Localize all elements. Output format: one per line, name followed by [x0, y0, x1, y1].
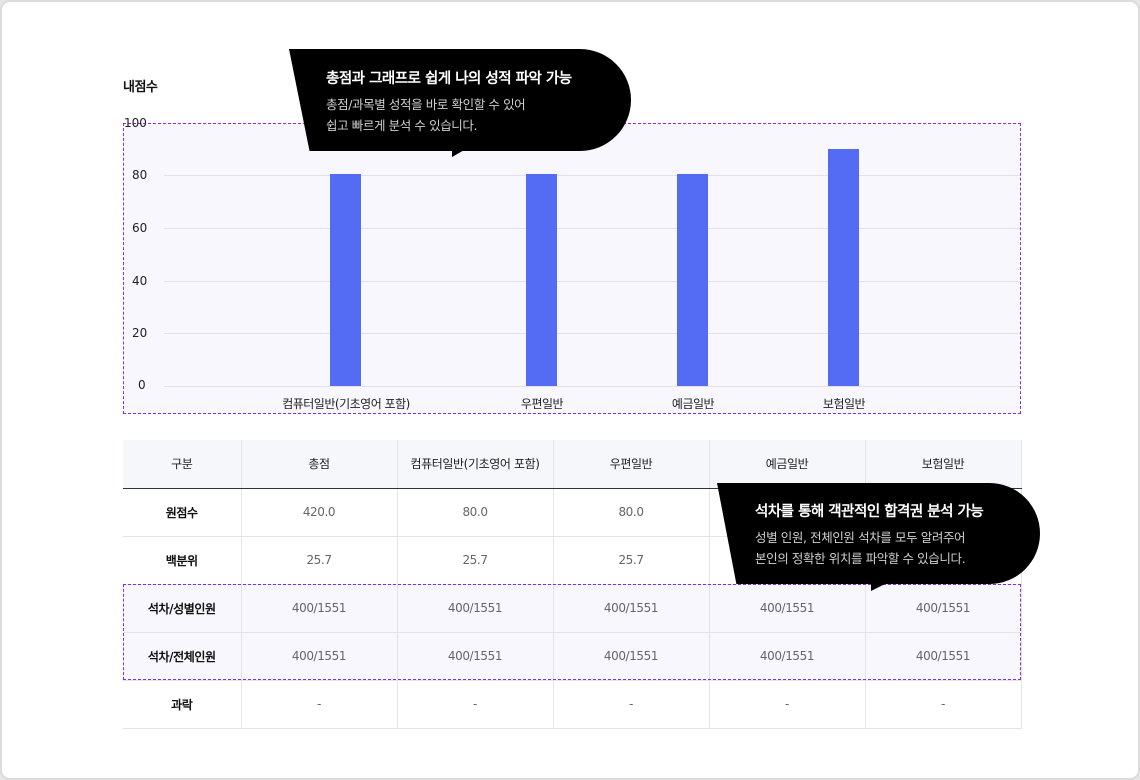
table-cell: 400/1551: [865, 584, 1022, 633]
x-label-postal-general: 우편일반: [520, 397, 564, 411]
table-cell: 400/1551: [709, 632, 866, 681]
x-label-computer-general: 컴퓨터일반(기초영어 포함): [282, 397, 410, 411]
table-cell: 80.0: [397, 488, 554, 537]
table-callout-tail: [871, 583, 887, 591]
table-callout-title: 석차를 통해 객관적인 합격권 분석 가능: [755, 504, 984, 520]
y-tick-40: 40: [132, 274, 148, 288]
table-cell: 400/1551: [865, 632, 1022, 681]
score-table: 구분 총점 컴퓨터일반(기초영어 포함) 우편일반 예금일반 보험일반 원점수 …: [123, 440, 1022, 729]
table-row-rank-gender: 석차/성별인원 400/1551 400/1551 400/1551 400/1…: [123, 584, 1022, 633]
table-row-fail: 과락 - - - - -: [123, 680, 1022, 729]
gridline: [164, 386, 1020, 387]
table-callout: 석차를 통해 객관적인 합격권 분석 가능 성별 인원, 전체인원 석차를 모두…: [717, 483, 1040, 584]
chart-callout-body: 총점/과목별 성적을 바로 확인할 수 있어 쉽고 빠르게 분석 수 있습니다.: [326, 94, 631, 136]
table-callout-body: 성별 인원, 전체인원 석차를 모두 알려주어 본인의 정확한 위치를 파악할 …: [755, 527, 1040, 569]
gridline: [164, 228, 1020, 229]
table-cell: 25.7: [553, 536, 710, 585]
table-cell: 25.7: [397, 536, 554, 585]
table-cell: 400/1551: [241, 632, 398, 681]
bar-insurance-general[interactable]: [828, 149, 859, 386]
table-cell: -: [553, 680, 710, 729]
table-cell: 80.0: [553, 488, 710, 537]
x-label-insurance-general: 보험일반: [822, 397, 866, 411]
y-tick-20: 20: [132, 326, 148, 340]
table-cell: 400/1551: [241, 584, 398, 633]
gridline: [164, 333, 1020, 334]
table-callout-line: 성별 인원, 전체인원 석차를 모두 알려주어: [755, 530, 966, 545]
table-callout-line: 본인의 정확한 위치를 파악할 수 있습니다.: [755, 551, 966, 566]
chart-callout-line: 총점/과목별 성적을 바로 확인할 수 있어: [326, 97, 526, 112]
bar-postal-general[interactable]: [526, 174, 557, 386]
y-tick-0: 0: [138, 378, 146, 392]
chart-callout-title: 총점과 그래프로 쉽게 나의 성적 파악 가능: [326, 71, 572, 87]
table-cell: 25.7: [241, 536, 398, 585]
row-label: 원점수: [123, 488, 242, 537]
header-total: 총점: [241, 440, 398, 489]
table-cell: 400/1551: [553, 584, 710, 633]
header-computer-general: 컴퓨터일반(기초영어 포함): [397, 440, 554, 489]
row-label: 과락: [123, 680, 242, 729]
header-category: 구분: [123, 440, 242, 489]
table-cell: 420.0: [241, 488, 398, 537]
table-cell: 400/1551: [397, 584, 554, 633]
table-header-row: 구분 총점 컴퓨터일반(기초영어 포함) 우편일반 예금일반 보험일반: [123, 440, 1022, 489]
chart-callout: 총점과 그래프로 쉽게 나의 성적 파악 가능 총점/과목별 성적을 바로 확인…: [289, 49, 631, 151]
y-tick-80: 80: [132, 168, 148, 182]
table-cell: -: [709, 680, 866, 729]
table-cell: 400/1551: [553, 632, 710, 681]
chart-callout-tail: [452, 149, 466, 157]
chart-callout-line: 쉽고 빠르게 분석 수 있습니다.: [326, 118, 478, 133]
y-tick-100: 100: [124, 116, 147, 130]
chart-highlight-area: [123, 123, 1021, 414]
gridline: [164, 175, 1020, 176]
table-cell: -: [865, 680, 1022, 729]
y-tick-60: 60: [132, 221, 148, 235]
header-deposit-general: 예금일반: [709, 440, 866, 489]
x-label-deposit-general: 예금일반: [671, 397, 715, 411]
table-cell: -: [397, 680, 554, 729]
table-cell: 400/1551: [397, 632, 554, 681]
gridline: [164, 281, 1020, 282]
row-label: 백분위: [123, 536, 242, 585]
chart-title: 내점수: [123, 80, 158, 95]
row-label: 석차/성별인원: [123, 584, 242, 633]
table-cell: -: [241, 680, 398, 729]
header-postal-general: 우편일반: [553, 440, 710, 489]
table-cell: 400/1551: [709, 584, 866, 633]
header-insurance-general: 보험일반: [865, 440, 1022, 489]
bar-computer-general[interactable]: [330, 174, 361, 386]
bar-deposit-general[interactable]: [677, 174, 708, 386]
row-label: 석차/전체인원: [123, 632, 242, 681]
table-row-rank-total: 석차/전체인원 400/1551 400/1551 400/1551 400/1…: [123, 632, 1022, 681]
